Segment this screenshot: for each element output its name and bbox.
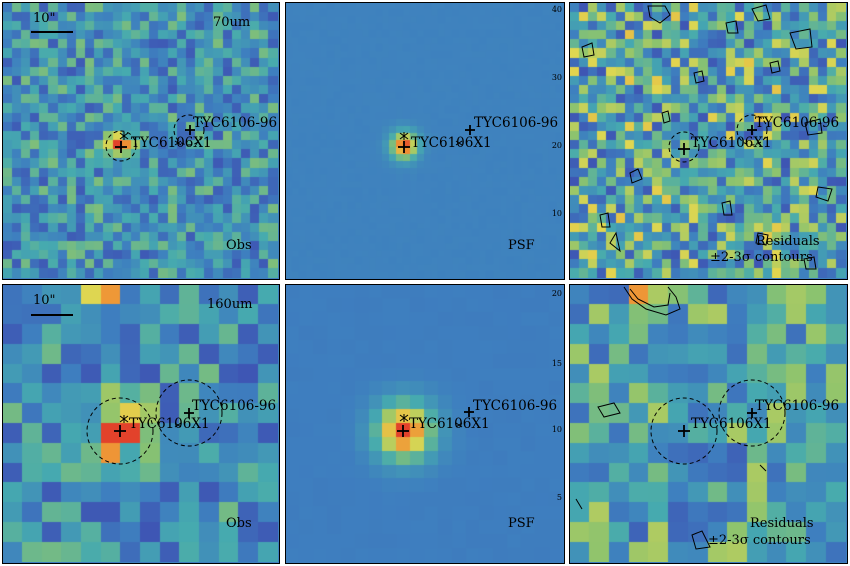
- cross-marker-icon: [115, 125, 195, 153]
- cross-marker-icon: [397, 407, 474, 437]
- source-label-primary: TYC6106X1: [129, 416, 210, 432]
- panel-type-label: Residuals: [750, 516, 814, 531]
- axis-tick-label: 10: [551, 425, 562, 434]
- axis-tick-label: 15: [551, 359, 562, 368]
- aperture-secondary: [173, 114, 205, 146]
- axis-tick-label: 10: [551, 209, 562, 218]
- overlay-160um-obs: TYC6106X1 TYC6106-96: [31, 314, 276, 465]
- panel-type-label: Residuals: [756, 234, 820, 249]
- axis-tick-label: 40: [551, 5, 562, 14]
- aperture-primary: [105, 130, 137, 162]
- image-160um-obs: [3, 285, 278, 562]
- scale-bar-label: 10": [33, 11, 56, 26]
- cross-marker-icon: [114, 408, 194, 437]
- star-marker-icon: [399, 132, 463, 146]
- aperture-secondary: [155, 379, 223, 447]
- source-label-primary: TYC6106X1: [411, 135, 492, 151]
- panel-type-label: PSF: [508, 516, 535, 531]
- image-70um-obs: [3, 3, 278, 278]
- source-label-secondary: TYC6106-96: [474, 115, 558, 131]
- overlay-160um-psf: TYC6106X1 TYC6106-96: [397, 398, 557, 437]
- scale-bar-label: 10": [33, 293, 56, 308]
- cross-marker-icon: [678, 408, 757, 437]
- contour-lines: [581, 4, 833, 270]
- aperture-primary: [86, 397, 154, 465]
- panel-type-label: Obs: [226, 238, 252, 253]
- panel-160um-psf: TYC6106X1 TYC6106-96 20 15 10 5 PSF: [285, 284, 565, 564]
- source-label-secondary: TYC6106-96: [192, 398, 276, 414]
- panel-type-label: Obs: [226, 516, 252, 531]
- panel-70um-obs: TYC6106X1 TYC6106-96 10" 70um Obs: [2, 2, 280, 280]
- residual-contour-note: ±2-3σ contours: [708, 533, 811, 548]
- overlay-70um-psf: TYC6106X1 TYC6106-96: [398, 115, 558, 153]
- overlay-160um-residuals: TYC6106X1 TYC6106-96: [575, 286, 839, 550]
- panel-160um-residuals: TYC6106X1 TYC6106-96 Residuals ±2-3σ con…: [569, 284, 848, 564]
- source-label-primary: TYC6106X1: [691, 135, 772, 151]
- cross-marker-icon: [398, 125, 475, 153]
- wavelength-label: 70um: [213, 15, 251, 30]
- overlay-70um-obs: TYC6106X1 TYC6106-96: [31, 31, 277, 162]
- source-label-secondary: TYC6106-96: [755, 398, 839, 414]
- panel-type-label: PSF: [508, 238, 535, 253]
- star-marker-icon: [119, 132, 182, 146]
- axis-tick-label: 30: [551, 73, 562, 82]
- panel-70um-psf: TYC6106X1 TYC6106-96 40 30 20 10 PSF: [285, 2, 565, 280]
- source-label-primary: TYC6106X1: [409, 416, 490, 432]
- axis-tick-label: 20: [551, 289, 562, 298]
- panel-70um-residuals: TYC6106X1 TYC6106-96 Residuals ±2-3σ con…: [569, 2, 848, 280]
- aperture-primary: [650, 397, 718, 465]
- source-label-primary: TYC6106X1: [131, 135, 212, 151]
- source-label-secondary: TYC6106-96: [755, 115, 839, 131]
- axis-tick-label: 20: [551, 141, 562, 150]
- panel-160um-obs: TYC6106X1 TYC6106-96 10" 160um Obs: [2, 284, 280, 564]
- cross-marker-icon: [678, 125, 757, 155]
- image-160um-residuals: [570, 285, 846, 562]
- aperture-secondary: [736, 114, 768, 146]
- star-marker-icon: [119, 415, 182, 428]
- axis-tick-label: 5: [556, 493, 562, 502]
- contour-lines: [575, 286, 767, 550]
- source-label-secondary: TYC6106-96: [193, 115, 277, 131]
- overlay-70um-residuals: TYC6106X1 TYC6106-96: [581, 4, 839, 270]
- source-label-secondary: TYC6106-96: [473, 398, 557, 414]
- star-marker-icon: [399, 414, 463, 428]
- source-label-primary: TYC6106X1: [691, 416, 772, 432]
- wavelength-label: 160um: [207, 297, 253, 312]
- aperture-secondary: [718, 379, 786, 447]
- image-70um-psf: [286, 3, 563, 278]
- residual-contour-note: ±2-3σ contours: [710, 250, 813, 265]
- aperture-primary: [668, 131, 700, 163]
- image-160um-psf: [286, 285, 563, 562]
